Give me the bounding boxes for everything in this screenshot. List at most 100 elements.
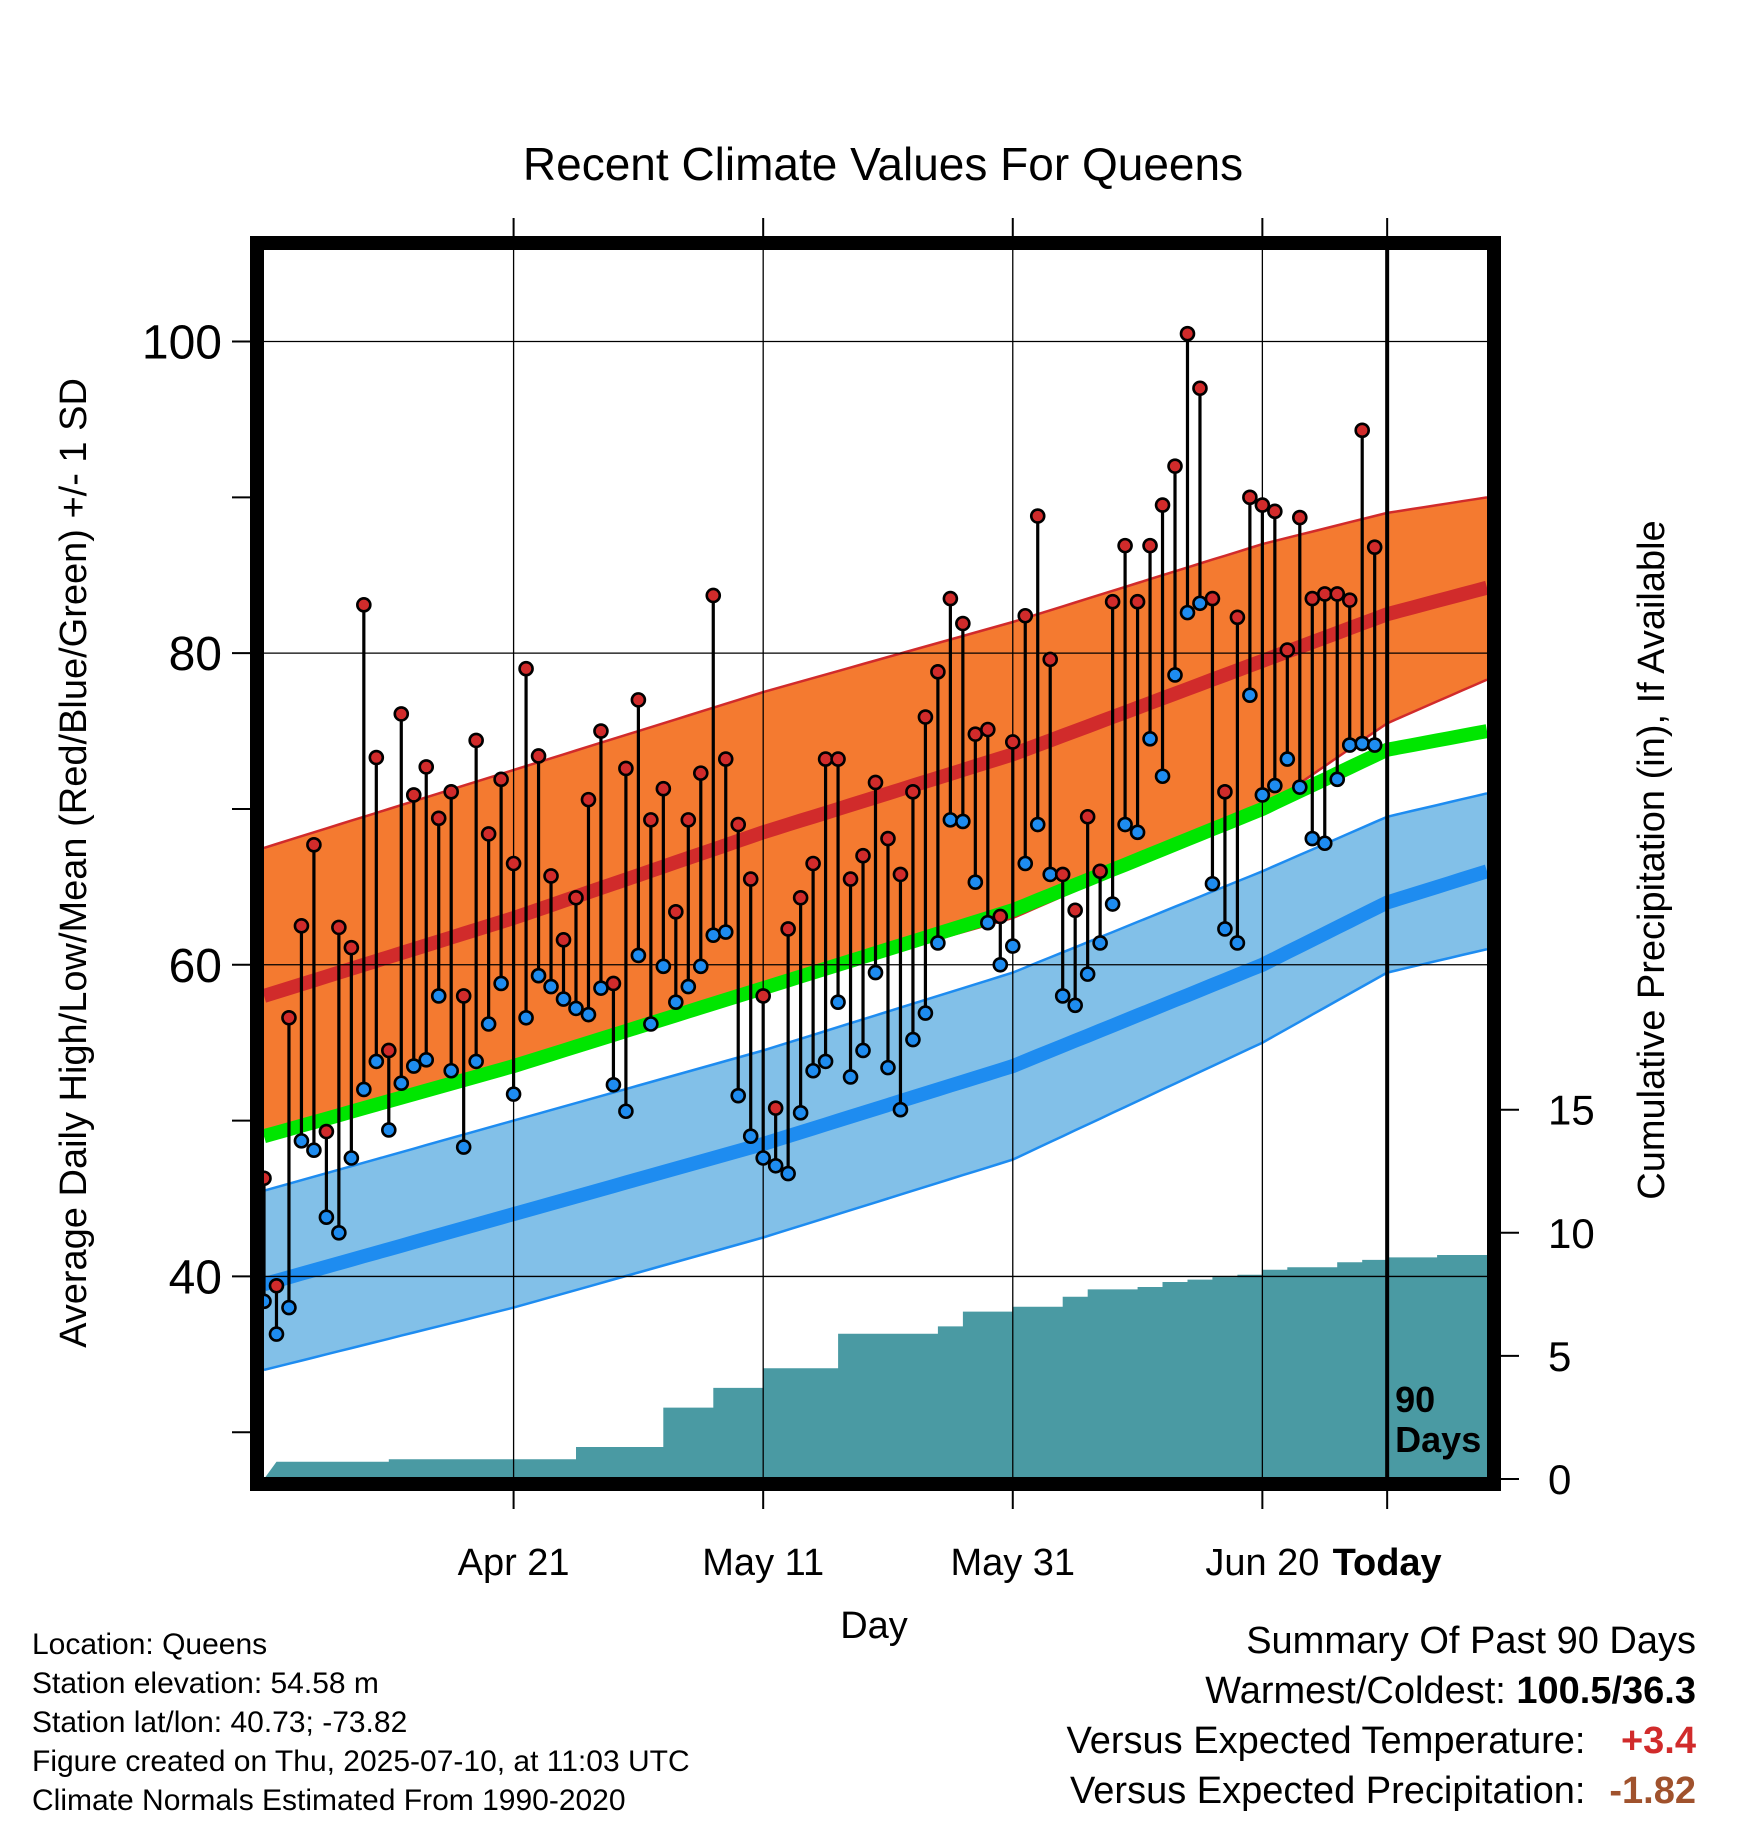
daily-low-point (1292, 779, 1308, 795)
today-marker-label-line: 90 (1395, 1379, 1435, 1420)
daily-high-point (1279, 642, 1296, 658)
daily-low-point (380, 1122, 397, 1138)
daily-low-point (817, 1053, 834, 1070)
daily-low-point (842, 1069, 859, 1085)
info-location: Location: Queens (32, 1628, 268, 1661)
daily-high-point (543, 868, 559, 884)
daily-low-point (281, 1299, 297, 1316)
daily-low-point (780, 1165, 796, 1182)
daily-low-point (480, 1016, 497, 1032)
daily-low-point (805, 1062, 821, 1079)
daily-high-point (1316, 586, 1333, 602)
daily-high-point (268, 1277, 285, 1294)
x-axis-label: Day (840, 1605, 908, 1647)
daily-high-point (780, 921, 796, 937)
daily-low-point (530, 967, 547, 984)
info-normals: Climate Normals Estimated From 1990-2020 (32, 1784, 626, 1817)
daily-high-point (368, 749, 385, 766)
daily-low-point (692, 958, 709, 975)
daily-low-point (867, 964, 884, 981)
daily-low-point (668, 994, 684, 1010)
daily-low-point (755, 1150, 771, 1166)
daily-low-point (655, 958, 672, 975)
daily-low-point (493, 975, 509, 992)
daily-high-point (805, 855, 821, 872)
daily-high-point (967, 726, 984, 742)
daily-high-point (568, 889, 584, 906)
normal-high-plus-sd-line (264, 496, 1487, 850)
daily-high-point (580, 791, 597, 808)
daily-low-point (1254, 787, 1271, 803)
data-marks (264, 325, 1383, 1342)
y2-tick-label: 15 (1548, 1087, 1595, 1134)
daily-high-point (717, 751, 734, 767)
daily-high-point (1067, 902, 1083, 919)
daily-low-point (905, 1031, 921, 1048)
daily-low-point (343, 1150, 360, 1166)
precipitation-area (264, 1252, 1487, 1479)
daily-low-point (855, 1042, 871, 1059)
daily-low-point (418, 1052, 435, 1068)
daily-low-point (1167, 667, 1183, 683)
daily-high-point (356, 597, 372, 613)
x-tick-label: May 31 (950, 1542, 1075, 1584)
daily-high-point (842, 871, 859, 887)
daily-low-point (1366, 737, 1383, 753)
daily-low-point (1316, 835, 1333, 852)
daily-low-point (1154, 768, 1171, 785)
daily-low-point (1179, 604, 1196, 621)
daily-low-point (1217, 921, 1233, 937)
daily-low-point (1117, 816, 1133, 833)
daily-low-point (543, 978, 559, 995)
daily-high-point (1229, 609, 1246, 626)
info-elevation: Station elevation: 54.58 m (32, 1667, 379, 1700)
daily-high-point (530, 748, 547, 764)
daily-high-point (1079, 808, 1096, 825)
daily-high-point (730, 816, 747, 833)
daily-high-point (867, 774, 884, 791)
daily-high-point (1042, 651, 1059, 668)
daily-high-point (1004, 734, 1021, 750)
daily-low-point (792, 1105, 809, 1121)
daily-low-point (1267, 777, 1283, 794)
y-tick-label: 40 (169, 1251, 222, 1304)
daily-high-point (264, 1170, 272, 1187)
daily-low-point (1204, 875, 1221, 892)
daily-high-point (443, 784, 459, 800)
daily-high-point (792, 889, 809, 906)
daily-high-point (817, 751, 834, 767)
daily-low-point (717, 924, 734, 940)
daily-low-point (967, 874, 984, 890)
y-tick-label: 60 (169, 940, 222, 993)
daily-low-point (1279, 751, 1296, 767)
y2-tick-labels: 0 5 10 15 (1548, 1087, 1595, 1503)
daily-high-point (1129, 593, 1146, 610)
today-marker-label-line: Days (1395, 1419, 1481, 1460)
daily-high-point (1142, 537, 1158, 554)
daily-high-point (880, 830, 896, 847)
y-tick-label: 80 (169, 628, 222, 681)
info-created: Figure created on Thu, 2025-07-10, at 11… (32, 1745, 690, 1778)
daily-low-point (1104, 896, 1121, 912)
y2-tick-label: 5 (1548, 1333, 1571, 1380)
daily-low-point (1042, 866, 1059, 883)
daily-low-point (1004, 938, 1021, 954)
daily-high-point (742, 871, 759, 887)
daily-high-point (767, 1100, 784, 1116)
daily-low-point (580, 1006, 597, 1023)
daily-high-point (493, 771, 509, 788)
x-tick-label: Apr 21 (458, 1542, 570, 1584)
daily-high-point (1242, 489, 1258, 506)
daily-high-point (405, 787, 422, 803)
daily-low-point (268, 1326, 285, 1342)
normal-low-band (264, 793, 1487, 1370)
daily-low-point (605, 1076, 622, 1093)
daily-low-point (1017, 855, 1034, 872)
temp-label: Versus Expected Temperature: (1066, 1720, 1586, 1762)
daily-low-point (1129, 824, 1146, 841)
daily-low-point (742, 1128, 759, 1144)
daily-high-point (655, 780, 672, 797)
x-tick-label: May 11 (702, 1542, 824, 1584)
daily-high-point (892, 866, 909, 883)
daily-low-point (318, 1209, 335, 1226)
